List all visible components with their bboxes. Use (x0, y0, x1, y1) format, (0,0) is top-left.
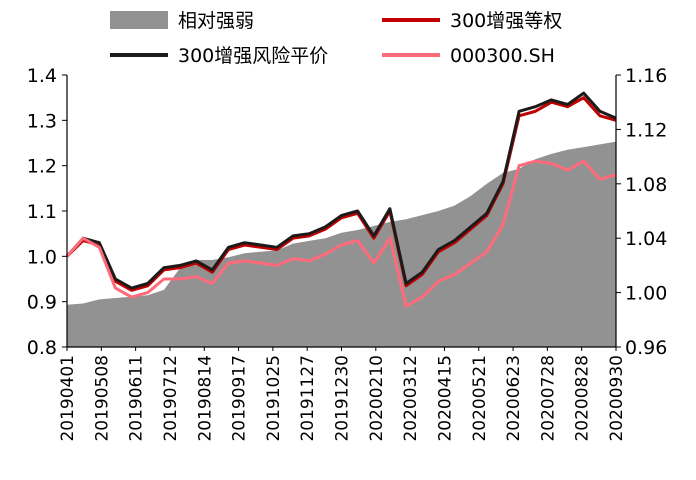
legend-item-csi300-index: 000300.SH (382, 45, 555, 67)
x-tick-label: 20191127 (298, 355, 318, 442)
left-y-tick-label: 1.4 (27, 65, 57, 87)
x-tick-label: 20200312 (401, 355, 421, 442)
axes-layer: 0.8 0.9 1.0 1.1 1.2 1.3 1.4 0.96 1.00 1.04 1.08 1.1… (27, 65, 668, 442)
legend-swatch-area (110, 11, 168, 29)
x-tick-label: 20190917 (230, 355, 250, 442)
x-tick-label: 20190508 (92, 355, 112, 442)
x-tick-label: 20190712 (161, 355, 181, 442)
x-tick-label: 20200623 (504, 355, 524, 442)
legend-label: 300增强风险平价 (178, 45, 328, 67)
left-y-tick-label: 1.0 (27, 246, 57, 268)
legend-label: 300增强等权 (450, 10, 562, 32)
legend-item-enhanced-risk-parity: 300增强风险平价 (110, 45, 328, 67)
left-y-tick-label: 1.2 (27, 156, 57, 178)
right-y-tick-label: 0.96 (625, 337, 667, 359)
left-y-tick-label: 0.8 (27, 337, 57, 359)
legend-item-enhanced-equal-weight: 300增强等权 (382, 10, 562, 32)
left-y-tick-label: 1.3 (27, 110, 57, 132)
legend-item-relative-strength: 相对强弱 (110, 10, 254, 32)
x-tick-label: 20200521 (470, 355, 490, 442)
x-tick-label: 20200415 (435, 355, 455, 442)
x-tick-label: 20190814 (195, 355, 215, 442)
left-y-tick-label: 0.9 (27, 292, 57, 314)
right-y-tick-label: 1.08 (625, 174, 667, 196)
right-y-tick-label: 1.16 (625, 65, 667, 87)
x-tick-label: 20200210 (367, 355, 387, 442)
series-line-csi300-index (65, 159, 617, 308)
x-tick-label: 20191230 (333, 355, 353, 442)
right-y-tick-label: 1.00 (625, 283, 667, 305)
series-line-enhanced-risk-parity (65, 91, 617, 290)
left-y-tick-label: 1.1 (27, 201, 57, 223)
x-tick-label: 20200930 (607, 355, 627, 442)
x-tick-label: 20200828 (573, 355, 593, 442)
series-line-enhanced-equal-weight (65, 96, 617, 292)
x-tick-label: 20200728 (538, 355, 558, 442)
x-tick-label: 20190401 (58, 355, 78, 442)
x-tick-label: 20191025 (264, 355, 284, 442)
legend-label: 相对强弱 (178, 10, 254, 32)
right-y-tick-label: 1.12 (625, 119, 667, 141)
right-y-tick-label: 1.04 (625, 228, 667, 250)
series-lines-layer (65, 91, 617, 308)
x-tick-label: 20190611 (127, 355, 147, 442)
legend-label: 000300.SH (450, 45, 555, 67)
legend: 相对强弱 300增强等权 300增强风险平价 000300.SH (110, 10, 562, 67)
